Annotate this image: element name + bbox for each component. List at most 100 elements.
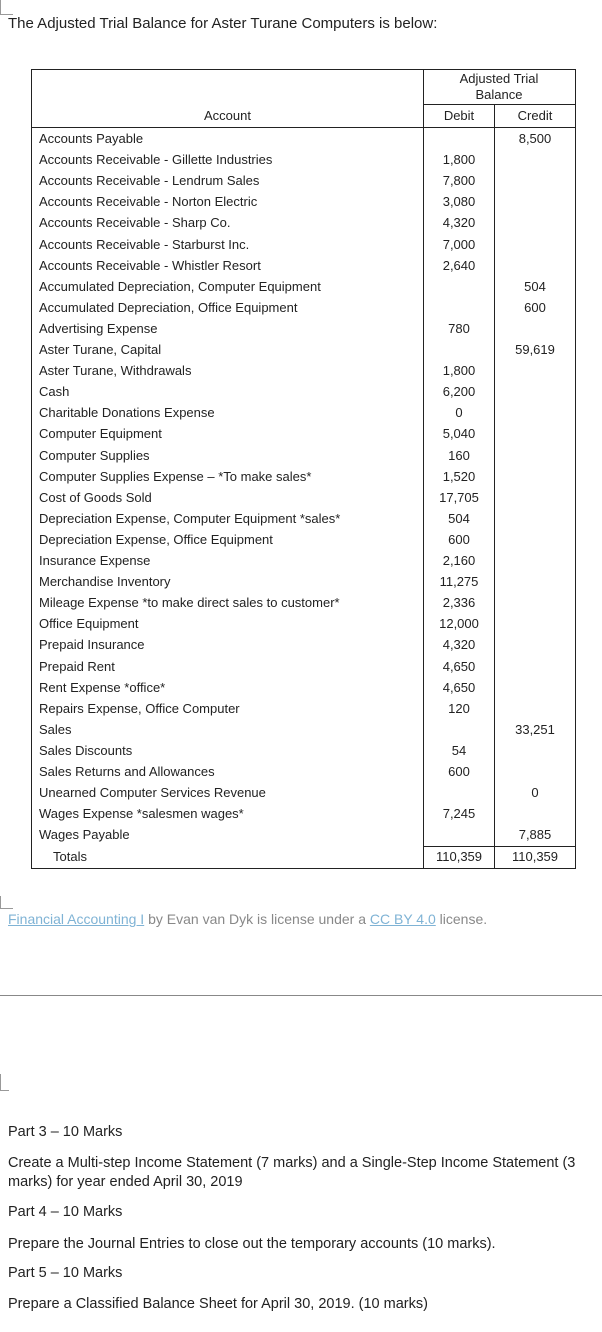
debit-amount: 3,080 (442, 194, 476, 210)
totals-debit: 110,359 (435, 849, 483, 864)
column-line (494, 104, 495, 869)
account-name: Aster Turane, Withdrawals (39, 363, 192, 379)
debit-amount: 780 (448, 320, 470, 336)
credit-amount: 33,251 (515, 721, 555, 737)
debit-amount: 600 (448, 531, 470, 547)
account-name: Wages Expense *salesmen wages* (39, 806, 244, 822)
debit-amount: 7,245 (442, 806, 476, 822)
column-header: Debit (443, 108, 475, 123)
totals-label: Totals (53, 849, 87, 864)
account-name: Accounts Receivable - Gillette Industrie… (39, 152, 273, 168)
account-name: Mileage Expense *to make direct sales to… (39, 595, 340, 611)
debit-amount: 504 (448, 510, 470, 526)
account-name: Advertising Expense (39, 320, 158, 336)
credit-amount: 59,619 (515, 342, 555, 357)
table-border (31, 69, 32, 869)
account-name: Computer Equipment (39, 426, 162, 442)
account-name: Accounts Payable (39, 131, 144, 146)
account-name: Unearned Computer Services Revenue (39, 785, 266, 801)
account-name: Prepaid Insurance (39, 637, 145, 653)
account-name: Depreciation Expense, Office Equipment (39, 531, 273, 547)
account-name: Prepaid Rent (39, 658, 115, 674)
part-title: Part 5 – 10 Marks (8, 1265, 123, 1281)
debit-amount: 5,040 (442, 426, 476, 442)
header-line (31, 127, 576, 128)
debit-amount: 12,000 (439, 616, 479, 632)
credit-amount: 0 (531, 785, 539, 801)
account-name: Sales (39, 721, 72, 737)
part-title: Part 4 – 10 Marks (8, 1204, 123, 1220)
account-name: Accounts Receivable - Sharp Co. (39, 215, 231, 231)
account-name: Cost of Goods Sold (39, 489, 152, 505)
debit-amount: 0 (455, 405, 463, 421)
debit-amount: 1,800 (442, 363, 476, 379)
debit-amount: 2,336 (442, 595, 476, 611)
heading: The Adjusted Trial Balance for Aster Tur… (8, 15, 438, 32)
debit-amount: 4,320 (442, 215, 476, 231)
license-line: Financial Accounting I by Evan van Dyk i… (8, 911, 487, 927)
debit-amount: 4,650 (442, 658, 476, 674)
account-name: Insurance Expense (39, 553, 151, 568)
part-text: Prepare a Classified Balance Sheet for A… (8, 1296, 428, 1312)
header-line (423, 104, 576, 105)
debit-amount: 2,160 (442, 553, 476, 568)
debit-amount: 1,800 (442, 152, 476, 168)
debit-amount: 160 (448, 447, 470, 463)
account-name: Accounts Receivable - Norton Electric (39, 194, 258, 210)
group-header: Adjusted Trial Balance (459, 71, 539, 102)
debit-amount: 2,640 (442, 257, 476, 273)
account-name: Computer Supplies Expense – *To make sal… (39, 468, 312, 484)
account-name: Sales Returns and Allowances (39, 764, 215, 779)
license-text: by Evan van Dyk is license under a (144, 911, 370, 927)
debit-amount: 17,705 (439, 489, 479, 505)
column-line (423, 69, 424, 869)
license-text: license. (435, 911, 488, 927)
license-link[interactable]: Financial Accounting I (8, 911, 145, 927)
debit-amount: 7,000 (442, 236, 476, 252)
corner-mark (0, 896, 13, 909)
credit-amount: 504 (524, 278, 546, 294)
account-name: Computer Supplies (39, 447, 150, 463)
debit-amount: 1,520 (442, 468, 476, 484)
account-name: Office Equipment (39, 616, 139, 632)
corner-mark (0, 1074, 9, 1091)
part-text: Create a Multi-step Income Statement (7 … (8, 1155, 576, 1190)
debit-amount: 4,650 (442, 679, 476, 695)
table-border (31, 868, 576, 869)
debit-amount: 7,800 (442, 173, 476, 189)
part-text: Prepare the Journal Entries to close out… (8, 1236, 496, 1252)
account-name: Accumulated Depreciation, Office Equipme… (39, 299, 298, 315)
table-border (31, 69, 576, 70)
debit-amount: 54 (451, 742, 467, 758)
column-header: Credit (517, 108, 553, 123)
credit-amount: 7,885 (518, 827, 552, 843)
credit-amount: 8,500 (518, 131, 552, 146)
account-name: Depreciation Expense, Computer Equipment… (39, 510, 341, 526)
totals-credit: 110,359 (511, 849, 559, 864)
account-name: Accounts Receivable - Whistler Resort (39, 257, 261, 273)
debit-amount: 6,200 (442, 384, 476, 400)
table-border (575, 69, 576, 869)
part-title: Part 3 – 10 Marks (8, 1124, 123, 1140)
account-name: Repairs Expense, Office Computer (39, 700, 240, 716)
account-name: Wages Payable (39, 827, 130, 843)
separator (0, 995, 602, 996)
debit-amount: 4,320 (442, 637, 476, 653)
cc-link[interactable]: CC BY 4.0 (369, 911, 436, 927)
debit-amount: 600 (448, 764, 470, 779)
account-name: Aster Turane, Capital (39, 342, 162, 357)
column-header: Account (204, 108, 251, 123)
account-name: Rent Expense *office* (39, 679, 166, 695)
account-name: Accumulated Depreciation, Computer Equip… (39, 278, 321, 294)
debit-amount: 11,275 (439, 574, 479, 590)
account-name: Accounts Receivable - Starburst Inc. (39, 236, 250, 252)
credit-amount: 600 (524, 299, 546, 315)
account-name: Sales Discounts (39, 742, 133, 758)
account-name: Charitable Donations Expense (39, 405, 215, 421)
account-name: Accounts Receivable - Lendrum Sales (39, 173, 260, 189)
corner-mark (0, 0, 13, 15)
account-name: Cash (39, 384, 70, 400)
totals-line (423, 846, 576, 847)
account-name: Merchandise Inventory (39, 574, 171, 590)
